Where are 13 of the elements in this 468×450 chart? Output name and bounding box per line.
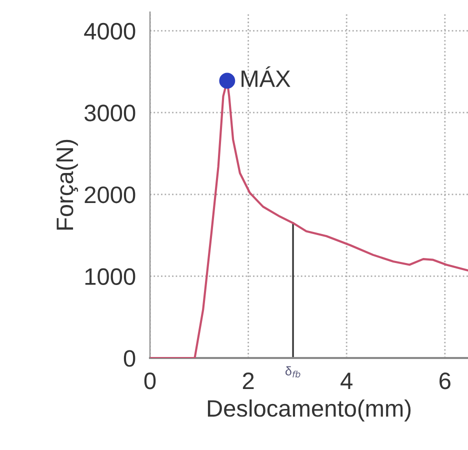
y-tick-label: 4000 bbox=[84, 22, 136, 40]
y-tick-label: 2000 bbox=[84, 186, 136, 204]
y-tick-label: 0 bbox=[124, 350, 136, 367]
y-axis-title: Força(N) bbox=[56, 140, 78, 230]
x-tick-label: 6 bbox=[440, 372, 450, 390]
annotation: MÁX bbox=[242, 66, 290, 87]
x-axis-title: Deslocamento(mm) bbox=[208, 399, 411, 422]
x-tick-label: 0 bbox=[144, 372, 156, 390]
x-tick-label: 4 bbox=[340, 372, 352, 389]
x-tick-label: 2 bbox=[242, 372, 254, 389]
ref-line-label: δ$_{fb}$ bbox=[285, 366, 300, 378]
y-tick-label: 3000 bbox=[84, 104, 136, 122]
y-tick-label: 1000 bbox=[85, 268, 136, 285]
